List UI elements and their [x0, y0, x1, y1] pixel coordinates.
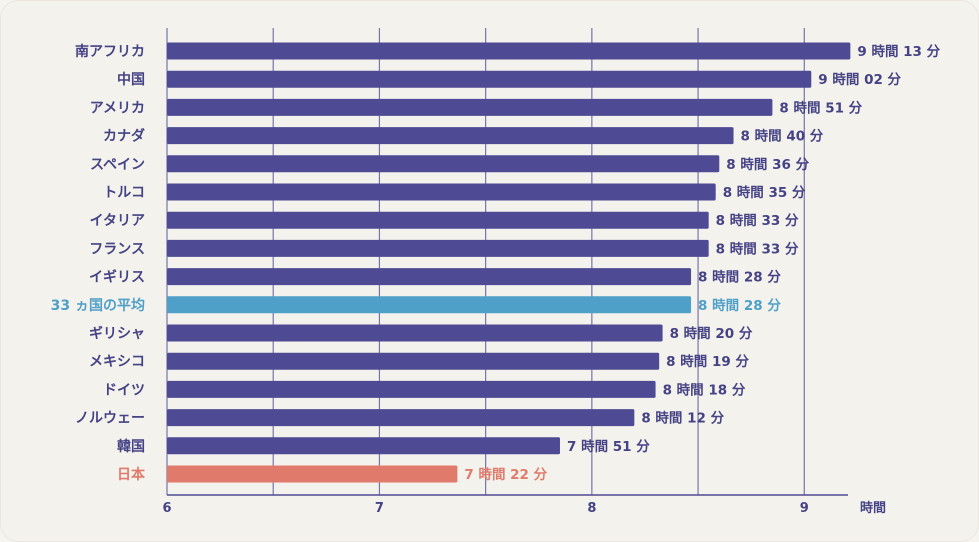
category-label: 韓国 [117, 438, 145, 455]
bar [167, 70, 812, 88]
bar [167, 324, 663, 342]
category-label: ドイツ [103, 382, 145, 398]
x-tick-label: 6 [162, 501, 171, 516]
x-tick-label: 8 [587, 501, 596, 516]
bar [167, 352, 660, 370]
value-label: 7 時間 51 分 [567, 438, 650, 455]
value-label: 8 時間 40 分 [741, 128, 824, 145]
bar [167, 465, 458, 483]
x-axis: 6 7 8 9 時間 [162, 494, 886, 516]
category-label: ノルウェー [75, 411, 145, 427]
value-label: 8 時間 36 分 [726, 156, 809, 173]
value-labels: 9 時間 13 分 9 時間 02 分 8 時間 51 分 8 時間 40 分 8 時間… [464, 43, 940, 483]
value-label: 8 時間 20 分 [670, 325, 753, 342]
bar [167, 42, 851, 60]
bar [167, 98, 773, 116]
value-label: 8 時間 28 分 [698, 269, 781, 286]
value-label: 8 時間 33 分 [716, 212, 799, 229]
category-label: 日本 [117, 466, 146, 483]
bar [167, 437, 560, 455]
category-label: イギリス [89, 269, 145, 286]
category-label: イタリア [90, 213, 145, 229]
category-label: フランス [89, 241, 145, 257]
bar [167, 409, 635, 427]
x-tick-label: 7 [375, 501, 384, 516]
value-label: 8 時間 51 分 [779, 99, 862, 116]
value-label: 8 時間 19 分 [666, 353, 749, 370]
category-label: スペイン [90, 157, 145, 173]
category-label: ギリシャ [89, 325, 145, 342]
value-label: 8 時間 12 分 [641, 410, 724, 427]
value-label: 9 時間 13 分 [857, 43, 940, 60]
bar [167, 183, 716, 201]
value-label: 9 時間 02 分 [818, 71, 901, 88]
bar [167, 211, 709, 229]
value-label: 7 時間 22 分 [464, 466, 547, 483]
value-label: 8 時間 18 分 [663, 381, 746, 398]
bar [167, 296, 692, 314]
category-label: 中国 [117, 71, 145, 88]
bar [167, 155, 720, 173]
bar [167, 380, 656, 398]
x-tick-label: 9 [800, 501, 809, 516]
value-label: 8 時間 35 分 [723, 184, 806, 201]
category-label: 33 ヵ国の平均 [51, 297, 145, 314]
value-label: 8 時間 33 分 [716, 240, 799, 257]
x-axis-unit-label: 時間 [860, 500, 886, 516]
category-label: カナダ [103, 128, 145, 145]
category-label: 南アフリカ [75, 43, 145, 60]
category-label: アメリカ [90, 100, 145, 116]
bar [167, 239, 709, 257]
bar [167, 268, 692, 286]
category-label: トルコ [103, 185, 145, 201]
value-label: 8 時間 28 分 [698, 297, 781, 314]
category-label: メキシコ [89, 354, 145, 370]
bars [167, 42, 851, 483]
bar [167, 127, 734, 145]
